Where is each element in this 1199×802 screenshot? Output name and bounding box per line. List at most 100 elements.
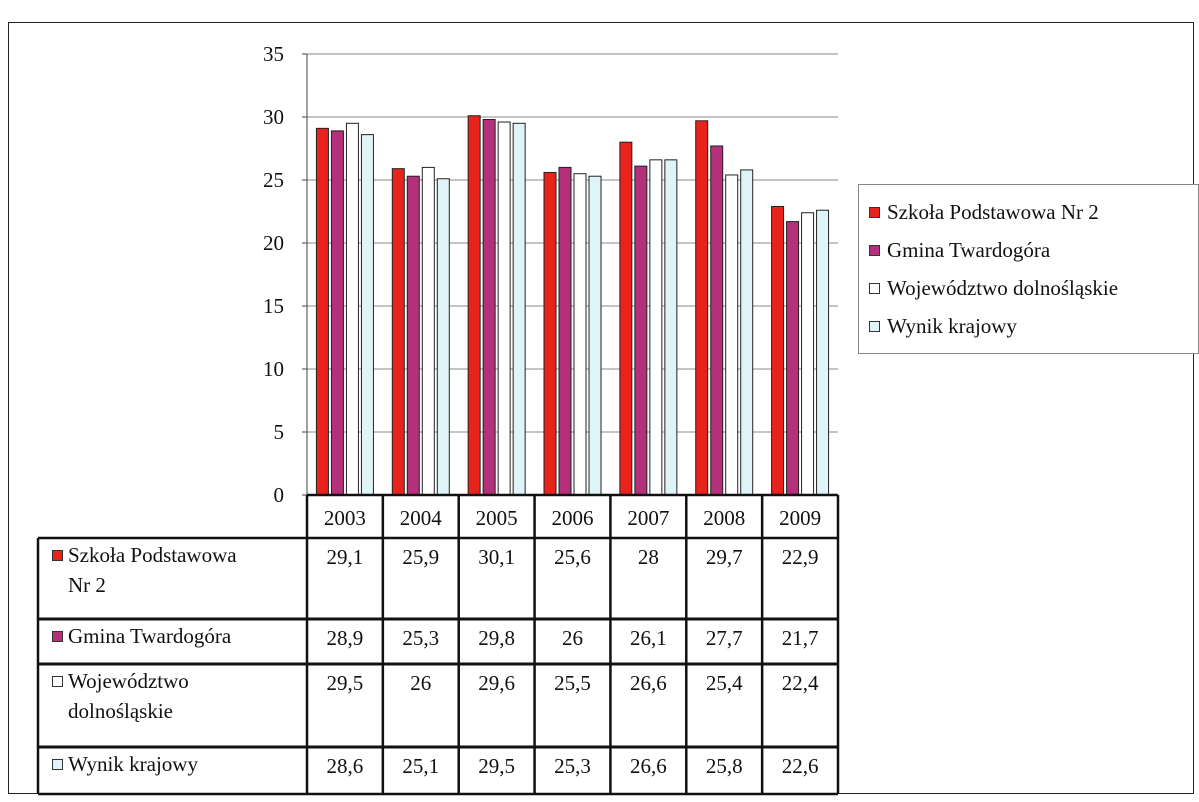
table-row-label: Gmina Twardogóra (38, 619, 307, 651)
row-label-line: Nr 2 (68, 573, 106, 597)
series-swatch (52, 676, 63, 687)
category-label: 2005 (475, 506, 518, 530)
data-table-grid (36, 493, 840, 796)
legend-item: Województwo dolnośląskie (869, 273, 1118, 303)
bar-3-2007 (664, 159, 678, 496)
legend-swatch (869, 282, 880, 294)
series-swatch (52, 631, 63, 642)
legend-item: Wynik krajowy (869, 311, 1017, 341)
row-label-line: Wynik krajowy (68, 752, 198, 776)
legend-item: Gmina Twardogóra (869, 235, 1050, 265)
bar-3-2003 (360, 134, 374, 496)
bar-3-2008 (740, 169, 754, 496)
bar-2-2009 (801, 212, 815, 496)
legend-swatch (869, 320, 880, 332)
bar-1-2007 (634, 165, 648, 496)
table-value: 28 (637, 545, 659, 569)
category-label: 2006 (551, 506, 594, 530)
y-tick-label: 35 (263, 42, 284, 66)
series-swatch (52, 759, 63, 770)
bar-1-2006 (558, 166, 572, 496)
gridlines (307, 53, 838, 433)
table-value: 25,3 (554, 754, 591, 778)
bar-0-2004 (391, 168, 405, 496)
category-label: 2007 (627, 506, 670, 530)
table-value: 25,3 (402, 626, 440, 650)
bar-2-2005 (497, 121, 511, 496)
y-tick-label: 15 (263, 294, 284, 318)
bar-1-2005 (482, 119, 496, 496)
bar-0-2009 (771, 205, 785, 496)
table-value: 29,8 (478, 626, 515, 650)
table-value: 25,1 (402, 754, 440, 778)
row-label-line: Gmina Twardogóra (68, 624, 232, 648)
legend-label: Wynik krajowy (887, 313, 1017, 338)
table-value: 25,4 (705, 671, 743, 695)
bar-1-2004 (406, 175, 420, 496)
table-value: 29,1 (326, 545, 364, 569)
table-value: 27,7 (705, 626, 743, 650)
bar-3-2006 (588, 175, 602, 496)
bar-1-2003 (330, 130, 344, 496)
y-tick-label: 25 (263, 168, 284, 192)
table-value: 25,8 (705, 754, 743, 778)
legend-swatch (869, 206, 880, 218)
table-value: 25,6 (554, 545, 591, 569)
category-label: 2009 (779, 506, 822, 530)
table-value: 29,6 (478, 671, 515, 695)
bar-2-2007 (649, 159, 663, 496)
legend: Szkoła Podstawowa Nr 2 Gmina Twardogóra Wo… (858, 184, 1199, 354)
bar-2-2003 (345, 122, 359, 496)
bar-0-2005 (467, 115, 481, 496)
table-value: 29,5 (478, 754, 515, 778)
row-label-line: dolnośląskie (68, 699, 173, 723)
y-tick-label: 10 (263, 357, 284, 381)
table-value: 28,9 (326, 626, 364, 650)
table-value: 25,9 (402, 545, 440, 569)
legend-label: Województwo dolnośląskie (887, 275, 1119, 300)
bar-0-2003 (315, 127, 329, 496)
bar-0-2007 (619, 141, 633, 496)
table-value: 26,1 (629, 626, 667, 650)
bar-3-2009 (816, 209, 830, 496)
bar-3-2004 (436, 178, 450, 496)
y-tick-label: 5 (274, 420, 285, 444)
table-value: 22,4 (781, 671, 819, 695)
bar-0-2008 (695, 120, 709, 496)
bar-2-2004 (421, 166, 435, 496)
table-value: 22,6 (781, 754, 819, 778)
table-value: 29,7 (705, 545, 743, 569)
y-tick-label: 30 (263, 105, 284, 129)
series-swatch (52, 550, 63, 561)
y-tick-label: 20 (263, 231, 284, 255)
category-label: 2004 (399, 506, 442, 530)
legend-item: Szkoła Podstawowa Nr 2 (869, 197, 1099, 227)
bar-1-2009 (786, 221, 800, 496)
y-tick-label: 0 (274, 483, 285, 507)
table-value: 26 (561, 626, 583, 650)
table-row-label: Województwo dolnośląskie (38, 664, 307, 726)
bar-1-2008 (710, 145, 724, 496)
category-label: 2008 (703, 506, 746, 530)
table-value: 22,9 (781, 545, 819, 569)
table-value: 28,6 (326, 754, 364, 778)
legend-swatch (869, 244, 880, 256)
table-value: 21,7 (781, 626, 819, 650)
table-value: 26,6 (629, 754, 667, 778)
table-value: 26 (410, 671, 432, 695)
table-value: 26,6 (629, 671, 667, 695)
row-label-line: Województwo (68, 669, 189, 693)
category-label: 2003 (323, 506, 366, 530)
row-label-line: Szkoła Podstawowa (68, 543, 237, 567)
table-value: 25,5 (554, 671, 591, 695)
bar-2-2008 (725, 174, 739, 496)
table-row-label: Wynik krajowy (38, 747, 307, 779)
bar-3-2005 (512, 122, 526, 496)
legend-label: Gmina Twardogóra (887, 237, 1051, 262)
table-value: 30,1 (478, 545, 515, 569)
y-axis: 0 5 10 15 20 25 30 35 (263, 42, 308, 507)
table-value: 29,5 (326, 671, 364, 695)
bar-0-2006 (543, 171, 557, 496)
bar-2-2006 (573, 173, 587, 496)
